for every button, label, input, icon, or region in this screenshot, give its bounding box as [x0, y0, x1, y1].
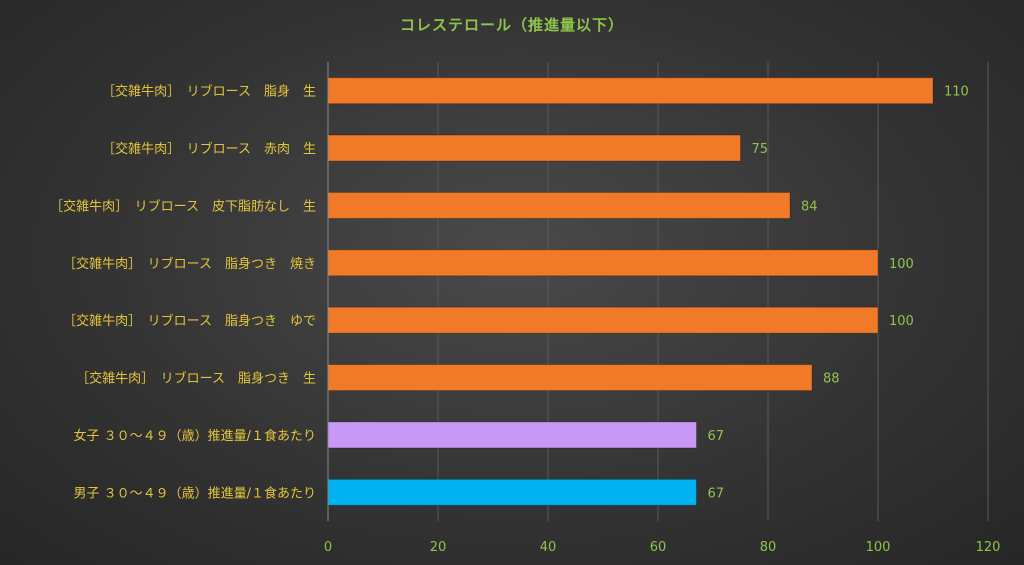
category-label: ［交雑牛肉］ リブロース 皮下脂肪なし 生	[50, 198, 316, 214]
x-tick-label: 40	[540, 540, 557, 555]
category-label: ［交雑牛肉］ リブロース 赤肉 生	[102, 141, 316, 157]
x-tick-label: 20	[430, 540, 447, 555]
bars	[327, 77, 934, 506]
value-label: 100	[889, 257, 914, 272]
category-label: 男子 ３０～４９（歳）推進量/１食あたり	[73, 485, 316, 501]
x-tick-label: 0	[324, 540, 332, 555]
bar	[327, 191, 791, 219]
value-label: 75	[752, 142, 769, 157]
bar	[327, 364, 813, 392]
gridlines	[437, 62, 989, 521]
bar	[327, 249, 879, 277]
bar	[327, 77, 934, 105]
category-label: ［交雑牛肉］ リブロース 脂身つき 焼き	[63, 256, 316, 272]
x-tick-label: 60	[650, 540, 667, 555]
value-label: 67	[708, 429, 725, 444]
category-label: ［交雑牛肉］ リブロース 脂身つき ゆで	[63, 313, 316, 329]
x-tick-label: 80	[760, 540, 777, 555]
value-label: 110	[944, 85, 969, 100]
category-labels: ［交雑牛肉］ リブロース 脂身 生 ［交雑牛肉］ リブロース 赤肉 生 ［交雑牛肉］…	[50, 84, 316, 502]
value-label: 84	[801, 199, 818, 214]
category-label: ［交雑牛肉］ リブロース 脂身つき 生	[76, 371, 316, 387]
value-label: 67	[708, 486, 725, 501]
bar	[327, 421, 697, 449]
x-tick-label: 120	[976, 540, 1001, 555]
category-label: ［交雑牛肉］ リブロース 脂身 生	[102, 84, 316, 100]
value-label: 88	[823, 372, 840, 387]
value-labels: 110 75 84 100 100 88 67 67	[708, 85, 969, 502]
x-tick-labels: 0 20 40 60 80 100 120	[324, 540, 1001, 555]
bar	[327, 134, 741, 162]
bar	[327, 478, 697, 506]
value-label: 100	[889, 314, 914, 329]
bar	[327, 306, 879, 334]
category-label: 女子 ３０～４９（歳）推進量/１食あたり	[73, 428, 316, 444]
chart-title: コレステロール（推進量以下）	[399, 16, 624, 34]
x-tick-label: 100	[866, 540, 891, 555]
